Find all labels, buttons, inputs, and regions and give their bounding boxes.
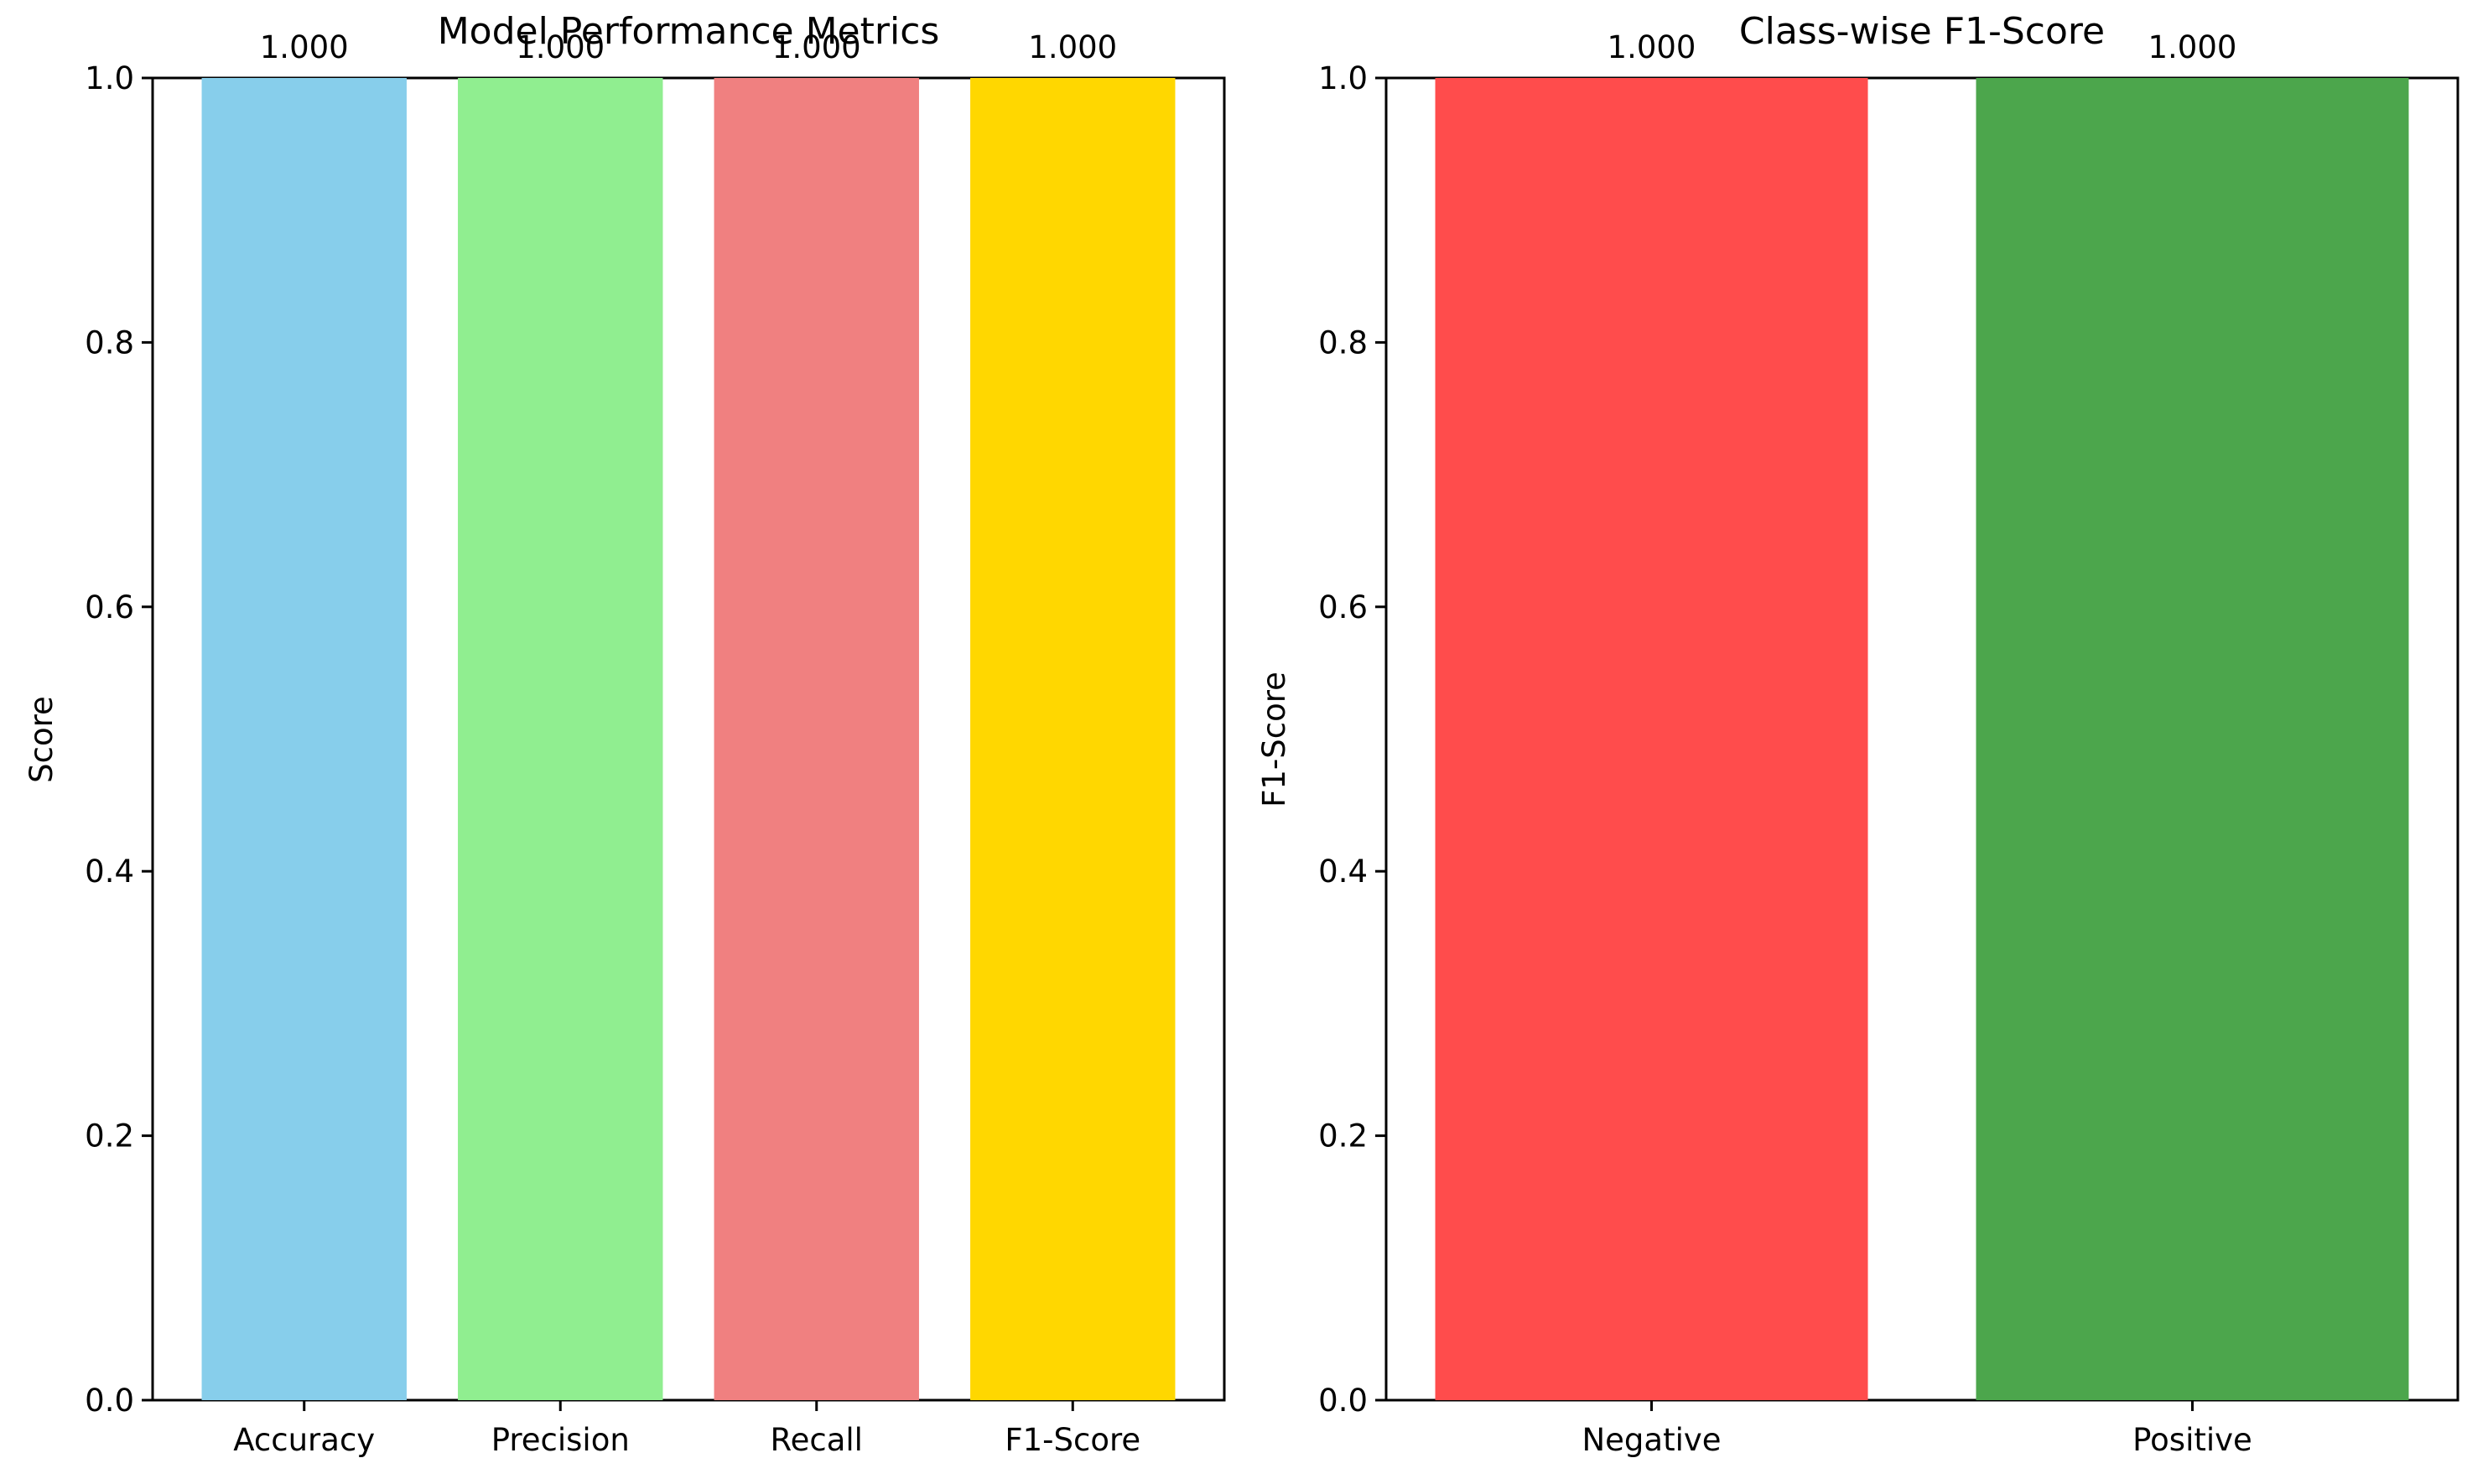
bars-group	[201, 78, 1176, 1400]
y-tick-label: 0.0	[1318, 1383, 1368, 1419]
x-tick-label: Accuracy	[233, 1422, 375, 1458]
bar-recall	[714, 78, 919, 1400]
x-axis-ticks: Accuracy Precision Recall F1-Score	[233, 1400, 1140, 1458]
bar-value-label: 1.000	[2148, 29, 2237, 65]
bar-negative	[1435, 78, 1868, 1400]
y-tick-label: 1.0	[1318, 60, 1368, 96]
y-tick-label: 0.2	[85, 1118, 134, 1155]
bar-f1-score	[970, 78, 1176, 1400]
y-tick-label: 0.6	[85, 589, 134, 625]
bar-value-label: 1.000	[1028, 29, 1117, 65]
y-axis-label: Score	[23, 696, 60, 783]
bar-value-label: 1.000	[772, 29, 861, 65]
plot-area-frame	[1384, 76, 2459, 1402]
x-tick-label: Negative	[1582, 1422, 1721, 1458]
chart-title: Class-wise F1-Score	[1739, 10, 2105, 53]
y-tick-label: 0.8	[85, 324, 134, 361]
y-axis-label: F1-Score	[1256, 672, 1292, 807]
y-tick-label: 0.4	[1318, 854, 1368, 890]
bar-precision	[458, 78, 663, 1400]
value-labels-group: 1.000 1.000 1.000 1.000	[260, 29, 1117, 65]
bars-group	[1435, 78, 2409, 1400]
x-tick-label: Positive	[2132, 1422, 2252, 1458]
y-tick-label: 1.0	[85, 60, 134, 96]
x-tick-label: F1-Score	[1005, 1422, 1140, 1458]
model-performance-chart: 0.0 0.2 0.4 0.6 0.8 1.0 Accuracy Precision Reca…	[23, 10, 1226, 1458]
chart-title: Model Performance Metrics	[438, 10, 940, 53]
y-tick-label: 0.0	[85, 1383, 134, 1419]
y-tick-label: 0.2	[1318, 1118, 1368, 1155]
y-tick-label: 0.8	[1318, 324, 1368, 361]
y-tick-label: 0.6	[1318, 589, 1368, 625]
bar-value-label: 1.000	[260, 29, 349, 65]
y-axis-ticks: 0.0 0.2 0.4 0.6 0.8 1.0	[85, 60, 153, 1419]
y-axis-ticks: 0.0 0.2 0.4 0.6 0.8 1.0	[1318, 60, 1386, 1419]
plot-area-frame	[151, 76, 1226, 1402]
bar-value-label: 1.000	[1608, 29, 1696, 65]
class-f1-chart: 0.0 0.2 0.4 0.6 0.8 1.0 Negative Positive 1.00…	[1256, 10, 2459, 1458]
x-axis-ticks: Negative Positive	[1582, 1400, 2252, 1458]
x-tick-label: Precision	[491, 1422, 630, 1458]
bar-accuracy	[201, 78, 407, 1400]
bar-positive	[1976, 78, 2409, 1400]
value-labels-group: 1.000 1.000	[1608, 29, 2237, 65]
bar-value-label: 1.000	[516, 29, 605, 65]
x-tick-label: Recall	[771, 1422, 863, 1458]
y-tick-label: 0.4	[85, 854, 134, 890]
